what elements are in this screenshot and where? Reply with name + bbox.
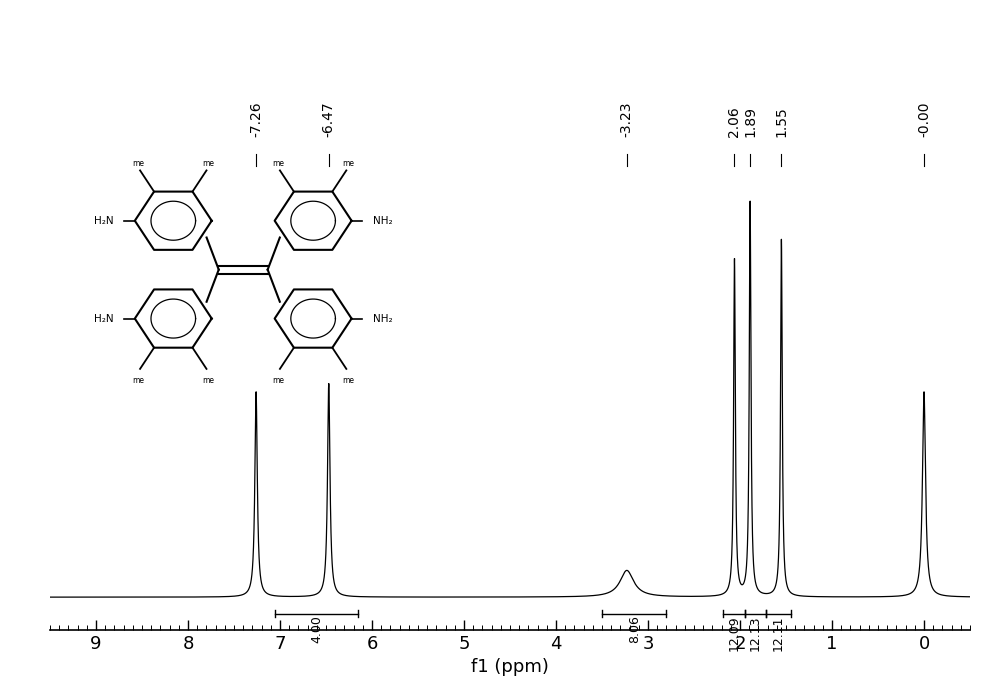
Text: -7.26: -7.26: [249, 102, 263, 137]
Text: 1.55: 1.55: [774, 106, 788, 137]
Text: 4.00: 4.00: [310, 615, 323, 643]
Text: 8.06: 8.06: [628, 615, 641, 643]
Text: 12.09: 12.09: [728, 615, 741, 651]
Text: -3.23: -3.23: [620, 102, 634, 137]
Text: 12.11: 12.11: [772, 615, 785, 651]
Text: -6.47: -6.47: [322, 102, 336, 137]
Text: -0.00: -0.00: [917, 102, 931, 137]
X-axis label: f1 (ppm): f1 (ppm): [471, 659, 549, 676]
Text: 2.06: 2.06: [727, 106, 741, 137]
Text: 12.13: 12.13: [749, 615, 762, 651]
Text: 1.89: 1.89: [743, 106, 757, 137]
